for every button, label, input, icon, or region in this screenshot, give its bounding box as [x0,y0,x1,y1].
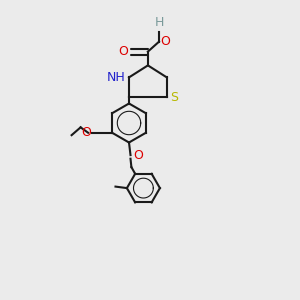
Text: O: O [134,149,143,162]
Text: H: H [154,16,164,29]
Text: S: S [170,91,178,104]
Text: NH: NH [107,71,126,84]
Text: O: O [81,126,91,139]
Text: O: O [160,35,170,48]
Text: O: O [118,45,128,58]
